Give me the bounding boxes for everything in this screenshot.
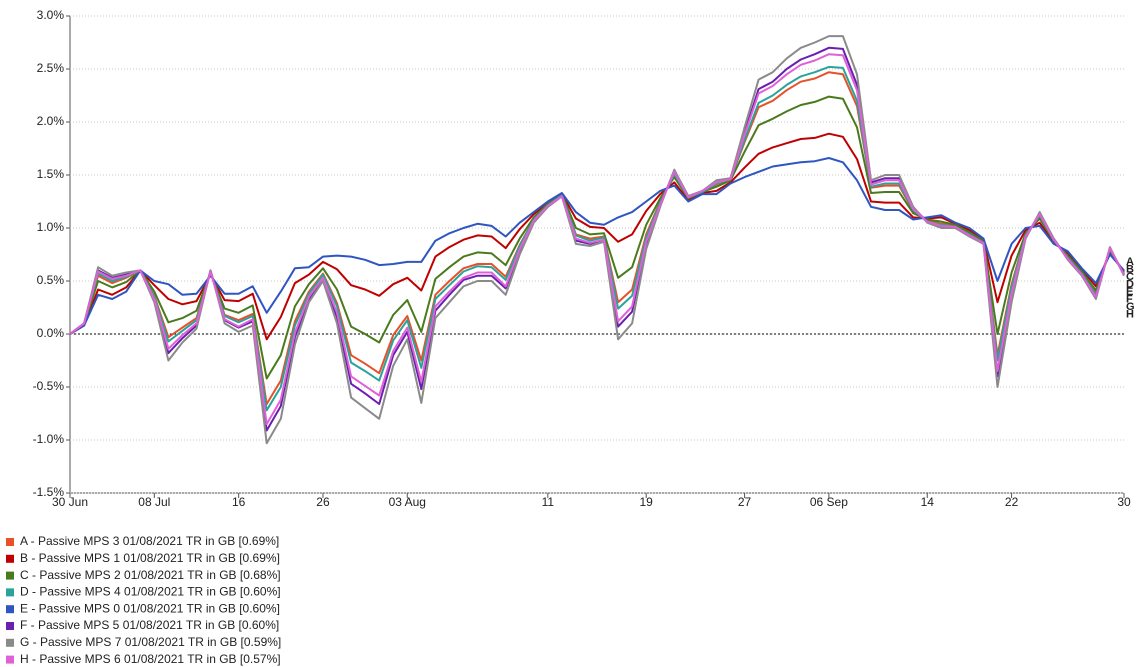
- end-label: G: [1126, 301, 1135, 313]
- end-label: H: [1126, 308, 1134, 320]
- legend-swatch: [6, 538, 14, 546]
- legend-label: F - Passive MPS 5 01/08/2021 TR in GB [0…: [20, 618, 279, 632]
- x-tick-label: 08 Jul: [138, 495, 170, 509]
- legend-swatch: [6, 605, 14, 614]
- legend-label: D - Passive MPS 4 01/08/2021 TR in GB [0…: [20, 585, 281, 599]
- x-tick-label: 27: [738, 495, 752, 509]
- y-tick-label: -0.5%: [33, 379, 65, 393]
- end-label: C: [1126, 271, 1134, 283]
- x-tick-label: 06 Sep: [810, 495, 848, 509]
- y-tick-label: 3.0%: [37, 8, 65, 22]
- end-label: A: [1126, 256, 1134, 268]
- y-tick-label: 0.0%: [37, 326, 65, 340]
- legend-swatch: [6, 655, 14, 664]
- end-label: F: [1126, 293, 1133, 305]
- legend-swatch: [6, 638, 14, 647]
- series-line: [69, 157, 1125, 335]
- x-tick-label: 16: [232, 495, 246, 509]
- legend-label: G - Passive MPS 7 01/08/2021 TR in GB [0…: [20, 635, 281, 649]
- series-line: [69, 53, 1125, 426]
- x-tick-label: 14: [921, 495, 935, 509]
- legend-label: H - Passive MPS 6 01/08/2021 TR in GB [0…: [20, 652, 281, 666]
- legend-label: A - Passive MPS 3 01/08/2021 TR in GB [0…: [20, 534, 279, 548]
- x-tick-label: 22: [1005, 495, 1019, 509]
- series-line: [69, 65, 1125, 412]
- x-tick-label: 19: [640, 495, 654, 509]
- x-tick-label: 03 Aug: [389, 495, 426, 509]
- y-tick-label: 2.0%: [37, 114, 65, 128]
- legend-swatch: [6, 622, 14, 630]
- y-tick-label: 1.0%: [37, 220, 65, 234]
- x-tick-label: 30 Jun: [52, 495, 88, 509]
- x-tick-label: 11: [542, 495, 555, 509]
- y-tick-label: -1.0%: [33, 432, 65, 446]
- series-line: [69, 35, 1125, 445]
- end-label: E: [1126, 286, 1133, 298]
- legend-swatch: [6, 571, 14, 580]
- series-line: [69, 132, 1125, 341]
- end-label: B: [1126, 263, 1134, 275]
- y-tick-label: 2.5%: [37, 61, 65, 75]
- legend-label: E - Passive MPS 0 01/08/2021 TR in GB [0…: [20, 601, 280, 615]
- legend-label: C - Passive MPS 2 01/08/2021 TR in GB [0…: [20, 568, 281, 582]
- x-tick-label: 26: [316, 495, 330, 509]
- legend-swatch: [6, 554, 14, 563]
- y-tick-label: -1.5%: [33, 485, 65, 499]
- series-line: [69, 95, 1125, 380]
- x-tick-label: 30: [1117, 495, 1131, 509]
- legend-label: B - Passive MPS 1 01/08/2021 TR in GB [0…: [20, 551, 280, 565]
- end-label: D: [1126, 278, 1134, 290]
- y-tick-label: 0.5%: [37, 273, 65, 287]
- y-tick-label: 1.5%: [37, 167, 65, 181]
- legend-swatch: [6, 588, 14, 597]
